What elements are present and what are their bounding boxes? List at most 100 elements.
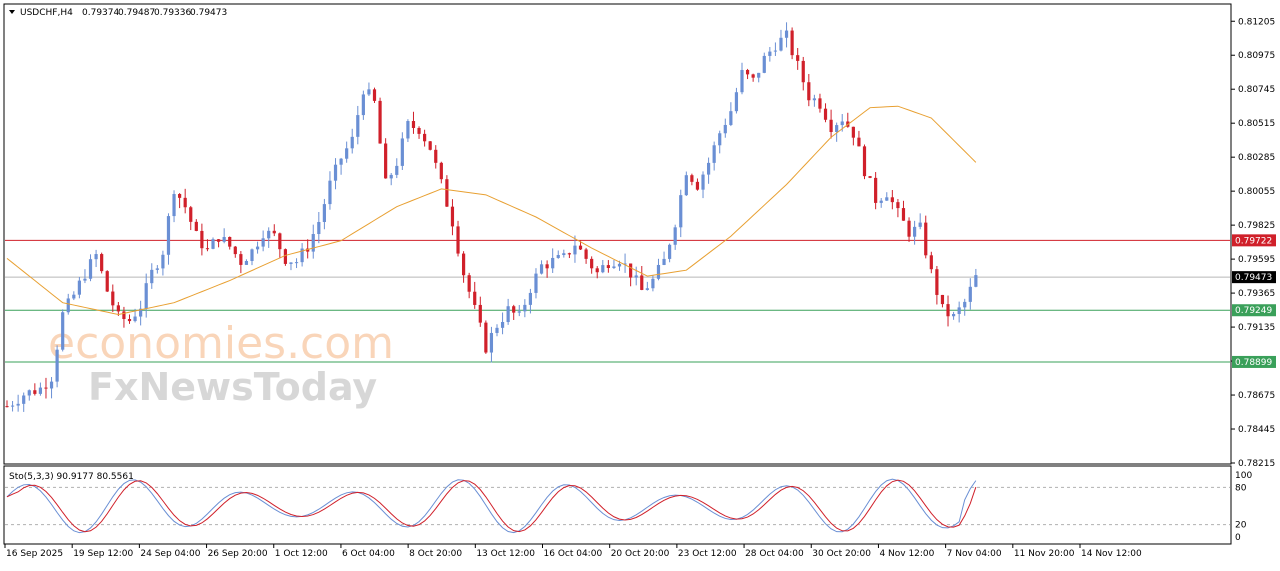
candle-body	[528, 292, 533, 305]
candle	[668, 243, 672, 263]
candle-body	[450, 206, 455, 227]
symbol-label: USDCHF,H4	[20, 8, 73, 18]
candle	[328, 171, 332, 210]
candle-body	[651, 278, 655, 289]
candle	[105, 270, 109, 293]
candle	[812, 94, 816, 107]
candle-body	[801, 60, 805, 83]
candle-body	[818, 98, 822, 109]
candle	[935, 265, 939, 305]
candle-body	[968, 286, 972, 302]
time-tick-label: 19 Sep 12:00	[73, 549, 133, 559]
candle-body	[456, 226, 460, 254]
candle-body	[629, 263, 633, 278]
candle	[183, 188, 187, 214]
candle-body	[467, 275, 471, 292]
candle-body	[617, 263, 622, 267]
candle	[796, 47, 800, 70]
candle	[606, 260, 610, 273]
candle	[384, 138, 388, 179]
candle	[367, 82, 371, 97]
price-badge-label: 0.79249	[1235, 306, 1272, 316]
candle-body	[957, 307, 961, 315]
candle-body	[200, 230, 204, 249]
candle	[534, 268, 538, 299]
candle-body	[940, 294, 945, 305]
candle-body	[890, 197, 894, 203]
collapse-triangle-icon[interactable]	[9, 10, 15, 14]
price-tick-label: 0.78215	[1238, 459, 1275, 469]
candle-body	[411, 121, 416, 128]
candle-body	[768, 51, 772, 56]
candle-body	[328, 180, 332, 205]
candle-body	[868, 176, 872, 178]
candle	[885, 192, 889, 201]
candle-body	[679, 195, 683, 228]
candle-body	[812, 98, 816, 101]
candle-body	[963, 301, 967, 308]
candle-body	[534, 273, 538, 293]
time-tick-label: 28 Oct 04:00	[745, 549, 804, 559]
candle	[300, 243, 304, 267]
candle	[94, 249, 98, 268]
candle	[974, 268, 978, 288]
price-badge	[1232, 355, 1276, 368]
stoch-tick-label: 100	[1235, 471, 1252, 481]
candle	[38, 382, 43, 396]
candle	[940, 294, 945, 308]
candle-body	[874, 177, 878, 203]
candle-body	[294, 262, 299, 264]
candle	[968, 278, 972, 310]
candle-body	[372, 89, 377, 101]
candle-body	[161, 254, 165, 269]
candle-body	[690, 175, 694, 182]
candle-body	[924, 222, 928, 256]
candle	[640, 265, 644, 291]
candle	[423, 129, 427, 147]
candle-body	[94, 254, 98, 260]
price-tick-label: 0.80515	[1238, 119, 1275, 129]
candle	[445, 175, 449, 207]
candle	[250, 248, 254, 266]
candle-body	[500, 322, 505, 328]
candle	[907, 217, 911, 242]
candle-body	[706, 162, 711, 175]
candle	[634, 266, 638, 286]
candle	[551, 248, 555, 273]
time-tick-label: 14 Nov 12:00	[1081, 549, 1142, 559]
candle-body	[361, 94, 365, 116]
candle	[500, 312, 505, 335]
candle-body	[250, 249, 254, 261]
candle-body	[155, 268, 159, 270]
candle	[951, 311, 956, 320]
candle	[478, 296, 482, 327]
candle	[857, 130, 861, 147]
price-tick-label: 0.81205	[1238, 17, 1275, 27]
candle	[562, 249, 566, 258]
candle-body	[495, 327, 499, 333]
candle	[656, 258, 661, 281]
candle-body	[389, 174, 393, 179]
candle-body	[400, 138, 404, 166]
time-tick-label: 7 Nov 04:00	[947, 549, 1002, 559]
candle-body	[222, 236, 226, 242]
candle	[361, 90, 365, 120]
candle-body	[384, 143, 388, 179]
candle-body	[562, 253, 566, 256]
candle-body	[779, 37, 783, 51]
price-badge-label: 0.78899	[1235, 358, 1272, 368]
watermark-line1: economies.com	[48, 318, 394, 369]
candle	[773, 42, 778, 57]
candle-body	[139, 308, 143, 317]
candle-body	[395, 165, 399, 175]
candle	[122, 306, 126, 328]
price-panel-frame	[3, 3, 1232, 465]
ohlc-high: 0.79487	[118, 8, 155, 18]
stoch-signal-line	[6, 479, 977, 533]
price-tick-label: 0.80745	[1238, 85, 1275, 95]
candle-body	[317, 221, 321, 235]
candle	[851, 126, 855, 146]
candle-body	[595, 268, 599, 273]
candle	[473, 281, 477, 309]
